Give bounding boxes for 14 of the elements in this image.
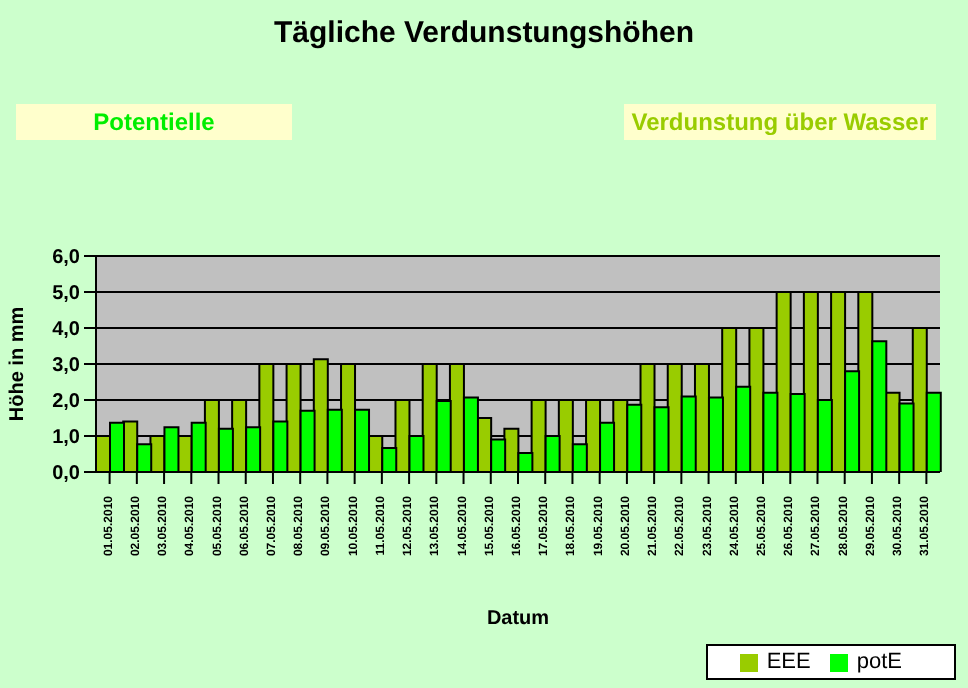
y-tick-label: 2,0 [52,391,81,414]
y-tick-label: 1,0 [52,427,81,450]
legend-label: potE [856,650,902,674]
y-tick-label: 5,0 [52,283,81,306]
x-axis-title: Datum [486,608,550,630]
chart-title: Tägliche Verdunstungshöhen [271,16,697,50]
legend-label: EEE [766,650,811,674]
y-tick-label: 3,0 [52,355,81,378]
y-tick-label: 0,0 [52,463,81,486]
text: Potentielle [16,104,292,140]
y-axis-title: Höhe in mm [7,306,30,422]
y-tick-label: 6,0 [52,247,81,270]
text: Verdunstung über Wasser [623,104,936,140]
y-tick-label: 4,0 [52,319,81,342]
